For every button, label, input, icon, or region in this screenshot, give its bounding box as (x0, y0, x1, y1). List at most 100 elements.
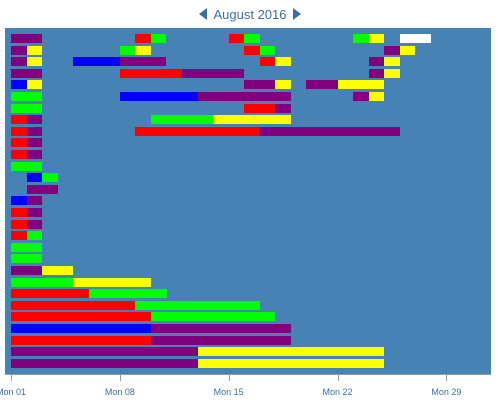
axis-tick-label: Mon 15 (213, 387, 244, 397)
task-bar[interactable] (26, 196, 43, 206)
task-bar[interactable] (11, 92, 43, 101)
task-bar[interactable] (11, 324, 151, 333)
task-bar[interactable] (26, 57, 43, 67)
task-bar[interactable] (197, 358, 385, 368)
task-bar[interactable] (306, 80, 338, 90)
month-title: August 2016 (213, 6, 287, 22)
task-bar[interactable] (11, 312, 151, 322)
task-bar[interactable] (244, 45, 260, 55)
task-bar[interactable] (244, 80, 276, 90)
task-bar[interactable] (182, 68, 245, 78)
task-bar[interactable] (384, 57, 400, 67)
task-bar[interactable] (11, 219, 27, 229)
task-bar[interactable] (11, 115, 27, 125)
task-bar[interactable] (368, 57, 385, 67)
task-bar[interactable] (11, 196, 27, 206)
task-bar[interactable] (135, 126, 260, 136)
task-bar[interactable] (384, 68, 400, 78)
task-bar[interactable] (244, 34, 260, 43)
task-bar[interactable] (11, 34, 43, 43)
task-bar[interactable] (259, 45, 276, 55)
axis-tick (119, 375, 121, 381)
time-axis: Mon 01 Mon 08 Mon 15 Mon 22 Mon 29 (0, 374, 491, 404)
task-bar[interactable] (26, 150, 43, 159)
task-bar[interactable] (11, 254, 43, 264)
task-bar[interactable] (26, 208, 43, 217)
task-bar[interactable] (213, 115, 291, 125)
task-bar[interactable] (11, 161, 43, 171)
task-bar[interactable] (228, 34, 245, 43)
task-bar[interactable] (88, 289, 167, 299)
task-bar[interactable] (275, 57, 291, 67)
axis-line (5, 374, 491, 375)
task-bar[interactable] (11, 300, 136, 310)
month-navigator: August 2016 (0, 4, 500, 24)
axis-tick-label: Mon 01 (0, 387, 27, 397)
task-bar[interactable] (26, 80, 43, 90)
task-bar[interactable] (11, 335, 151, 345)
task-bar[interactable] (150, 335, 291, 345)
task-bar[interactable] (11, 277, 74, 287)
task-bar[interactable] (11, 80, 27, 90)
task-bar[interactable] (119, 57, 167, 67)
task-bar[interactable] (11, 45, 27, 55)
task-bar[interactable] (150, 312, 276, 322)
triangle-left-icon[interactable] (199, 8, 208, 20)
task-bar[interactable] (73, 277, 151, 287)
task-bar[interactable] (384, 45, 400, 55)
task-bar[interactable] (11, 266, 43, 275)
task-bar[interactable] (26, 126, 43, 136)
task-bar[interactable] (11, 289, 89, 299)
task-bar[interactable] (399, 34, 431, 43)
task-bar[interactable] (11, 358, 198, 368)
task-bar[interactable] (26, 184, 58, 194)
task-bar[interactable] (73, 57, 120, 67)
task-bar[interactable] (275, 80, 291, 90)
task-bar[interactable] (197, 92, 291, 101)
task-bar[interactable] (119, 68, 183, 78)
task-bar[interactable] (135, 45, 151, 55)
task-bar[interactable] (11, 57, 27, 67)
task-bar[interactable] (26, 173, 43, 183)
task-bar[interactable] (11, 242, 43, 252)
task-bar[interactable] (135, 34, 151, 43)
task-bar[interactable] (26, 115, 43, 125)
task-bar[interactable] (26, 45, 43, 55)
axis-tick (228, 375, 230, 381)
task-bar[interactable] (353, 34, 369, 43)
task-bar[interactable] (26, 231, 43, 241)
task-bar[interactable] (11, 138, 27, 148)
task-bar[interactable] (197, 347, 385, 357)
task-bar[interactable] (368, 68, 385, 78)
task-bar[interactable] (42, 173, 58, 183)
task-bar[interactable] (42, 266, 74, 275)
task-bar[interactable] (259, 126, 400, 136)
task-bar[interactable] (399, 45, 416, 55)
task-bar[interactable] (259, 57, 276, 67)
task-bar[interactable] (11, 150, 27, 159)
axis-tick-label: Mon 29 (431, 387, 462, 397)
task-bar[interactable] (368, 92, 385, 101)
task-bar[interactable] (11, 126, 27, 136)
task-bar[interactable] (11, 208, 27, 217)
task-bar[interactable] (119, 92, 198, 101)
axis-tick (446, 375, 448, 381)
task-bar[interactable] (150, 34, 167, 43)
task-bar[interactable] (368, 34, 385, 43)
axis-tick-label: Mon 08 (104, 387, 135, 397)
task-bar[interactable] (244, 103, 276, 113)
task-bar[interactable] (26, 219, 43, 229)
task-bar[interactable] (11, 68, 43, 78)
task-bar[interactable] (11, 347, 198, 357)
task-bar[interactable] (119, 45, 136, 55)
triangle-right-icon[interactable] (292, 8, 301, 20)
task-bar[interactable] (150, 115, 214, 125)
task-bar[interactable] (353, 92, 369, 101)
task-bar[interactable] (26, 138, 43, 148)
task-bar[interactable] (11, 231, 27, 241)
task-bar[interactable] (11, 103, 43, 113)
task-bar[interactable] (150, 324, 291, 333)
task-bar[interactable] (337, 80, 385, 90)
task-bar[interactable] (135, 300, 260, 310)
task-bar[interactable] (275, 103, 291, 113)
